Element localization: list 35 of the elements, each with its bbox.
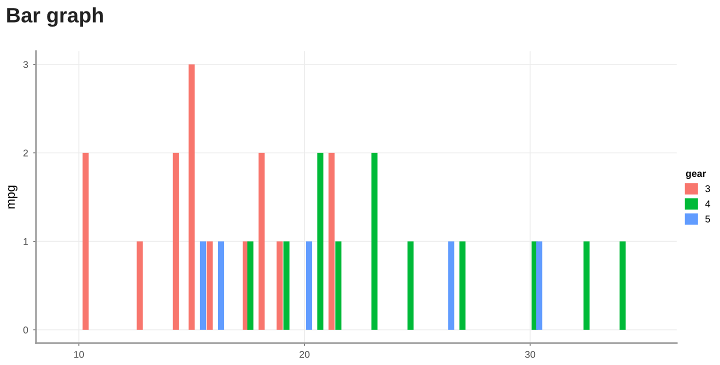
bar bbox=[459, 241, 466, 330]
bar bbox=[584, 241, 590, 330]
y-tick-label: 1 bbox=[24, 238, 28, 245]
bar bbox=[306, 241, 312, 330]
legend-label: 5 bbox=[705, 216, 710, 222]
bar bbox=[206, 241, 213, 330]
y-axis-title: mpg bbox=[8, 186, 18, 208]
y-tick-label: 2 bbox=[23, 150, 28, 156]
bar bbox=[620, 241, 626, 330]
bar bbox=[408, 241, 414, 330]
legend-label: 4 bbox=[705, 200, 710, 208]
bar bbox=[258, 152, 265, 330]
legend-label: 3 bbox=[705, 185, 710, 192]
y-tick-label: 3 bbox=[23, 61, 28, 68]
bar bbox=[328, 152, 335, 330]
legend-title: gear bbox=[686, 172, 706, 179]
bar bbox=[371, 152, 378, 330]
y-tick-label: 0 bbox=[23, 326, 28, 334]
bar bbox=[448, 241, 454, 330]
bar bbox=[136, 241, 143, 330]
bar bbox=[200, 241, 206, 330]
x-tick-label: 30 bbox=[525, 350, 536, 358]
bar bbox=[82, 152, 89, 330]
bar bbox=[335, 241, 342, 330]
bar bbox=[188, 64, 195, 330]
bar bbox=[283, 241, 290, 330]
bar bbox=[536, 241, 542, 330]
chart-title: Bar graph bbox=[7, 7, 103, 27]
bar bbox=[218, 241, 224, 330]
x-tick-label: 20 bbox=[300, 350, 310, 358]
x-tick-label: 10 bbox=[74, 350, 84, 358]
bar bbox=[276, 241, 283, 330]
bar bbox=[247, 241, 254, 330]
bar bbox=[317, 152, 324, 330]
bar bbox=[172, 152, 179, 330]
